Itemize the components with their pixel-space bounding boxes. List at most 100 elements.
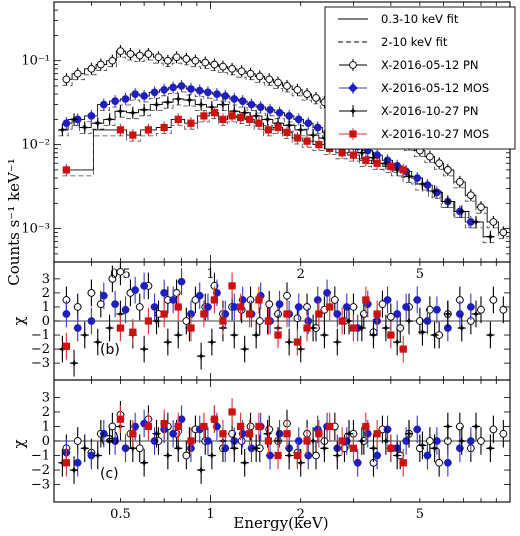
data-point [96,60,105,69]
data-point [294,115,303,124]
data-point [219,62,227,71]
data-point [362,422,370,431]
data-point [326,303,334,311]
data-point [177,277,186,286]
data-point [187,85,195,93]
legend: 0.3-10 keV fit 2-10 keV fit X-2016-05-12… [324,6,516,150]
data-point [456,323,467,333]
data-point [283,310,291,318]
data-point [160,419,168,428]
y-tick-label: −2 [31,463,50,478]
data-point [210,415,219,423]
y-tick-label: 2 [42,286,50,301]
data-point [433,437,441,445]
data-point [62,119,71,128]
data-point [237,303,245,311]
legend-box [324,6,516,150]
data-point [416,317,424,325]
data-point [471,217,481,227]
data-point [265,300,274,308]
data-point [207,450,217,461]
data-point [396,324,405,332]
data-point [255,296,263,304]
data-point [182,451,191,460]
data-point [96,300,105,308]
data-point [357,323,367,333]
data-point [187,119,195,127]
x-tick-label: 5 [416,267,424,282]
data-point [485,330,496,340]
data-point [230,95,239,103]
y-tick-label: −1 [31,328,50,343]
data-point [79,122,90,133]
data-point [392,450,402,461]
data-point [338,149,346,157]
data-point [187,437,195,445]
data-point [204,88,212,97]
data-point [264,126,272,134]
data-point [332,337,343,347]
data-point [154,53,163,62]
data-point [213,422,221,431]
data-point [246,422,255,431]
data-point [283,430,291,438]
data-point [283,291,291,300]
data-point [213,289,221,297]
x-tick-label: 0.5 [110,507,131,522]
data-point [477,203,485,212]
data-point [330,296,339,304]
data-point [172,53,181,62]
data-point [160,85,169,94]
data-point [429,186,440,196]
data-point [160,310,168,318]
data-point [256,103,265,111]
data-point [381,323,391,333]
data-point [237,113,245,122]
data-point [150,88,159,97]
data-point [293,338,302,346]
data-point [294,437,303,445]
data-point [423,451,432,460]
data-point [265,75,274,84]
axis-labels-layer: 10⁻³10⁻²10⁻¹0.5 1 2 5−3−2−10123−3−2−101230.… [21,54,424,522]
data-point [399,345,407,353]
data-point [195,86,204,95]
data-point [417,179,428,189]
legend-label-fit-hard: 2-10 keV fit [381,35,448,49]
data-point [326,422,334,431]
legend-key-marker [349,61,357,69]
data-point [201,58,210,67]
data-point [308,130,318,140]
panel-c-label: (c) [100,466,119,482]
data-point [255,72,264,81]
data-point [466,303,475,311]
data-point [435,458,444,467]
data-point [69,465,79,475]
data-point [293,451,302,460]
data-point [108,275,117,283]
data-point [455,178,464,186]
x-tick-label: 2 [297,507,305,522]
data-point [274,123,282,132]
data-point [344,428,354,439]
data-point [303,324,311,332]
data-point [184,95,195,105]
data-point [104,323,115,333]
data-point [144,50,153,58]
data-point [386,312,395,321]
data-point [87,317,96,325]
data-point [264,437,272,445]
data-point [69,358,79,368]
data-point [342,303,351,311]
x-tick-label: 2 [297,267,305,282]
data-point [499,305,508,314]
data-point [323,289,331,297]
data-point [182,55,191,63]
data-point [293,85,302,94]
data-point [93,337,103,347]
x-tick-label: 5 [416,507,424,522]
data-point [304,317,313,325]
axes-frames-layer [53,1,511,503]
data-point [477,305,485,314]
x-tick-label: 0.5 [110,267,131,282]
